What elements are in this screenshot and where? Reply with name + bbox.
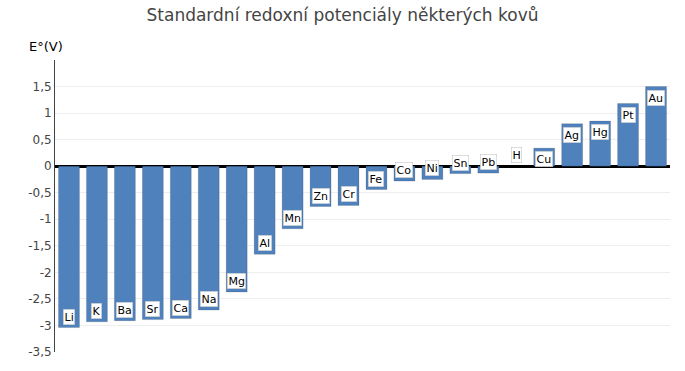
svg-text:Standardní redoxní potenciály: Standardní redoxní potenciály některých … <box>147 5 539 25</box>
svg-text:-1,5: -1,5 <box>28 239 51 253</box>
svg-text:Zn: Zn <box>314 190 329 203</box>
svg-text:Hg: Hg <box>593 126 608 139</box>
svg-text:Cr: Cr <box>343 188 356 201</box>
svg-text:1,5: 1,5 <box>33 80 52 94</box>
svg-text:Co: Co <box>397 164 412 177</box>
svg-text:Cu: Cu <box>537 153 552 166</box>
svg-text:Ni: Ni <box>427 162 438 175</box>
svg-text:Mg: Mg <box>229 275 245 288</box>
svg-text:1: 1 <box>44 106 52 120</box>
svg-text:Pb: Pb <box>482 156 496 169</box>
svg-text:0: 0 <box>44 159 52 173</box>
svg-text:Sr: Sr <box>147 303 159 316</box>
svg-text:-2,5: -2,5 <box>28 292 51 306</box>
svg-text:-0,5: -0,5 <box>28 186 51 200</box>
svg-text:Li: Li <box>65 311 74 324</box>
svg-text:H: H <box>513 149 521 162</box>
svg-text:Ba: Ba <box>118 304 132 317</box>
svg-text:Fe: Fe <box>370 173 383 186</box>
svg-text:Al: Al <box>260 237 271 250</box>
svg-text:Pt: Pt <box>623 109 635 122</box>
svg-text:-2: -2 <box>40 266 52 280</box>
svg-text:E°(V): E°(V) <box>29 39 63 54</box>
svg-text:K: K <box>93 305 101 318</box>
svg-text:Ag: Ag <box>565 129 580 142</box>
svg-text:Mn: Mn <box>285 212 301 225</box>
svg-text:0,5: 0,5 <box>33 133 52 147</box>
svg-text:Au: Au <box>649 92 664 105</box>
svg-text:-3,5: -3,5 <box>28 345 51 359</box>
svg-text:Ca: Ca <box>174 302 188 315</box>
svg-text:Na: Na <box>202 293 217 306</box>
svg-text:-1: -1 <box>40 212 52 226</box>
svg-text:-3: -3 <box>40 319 52 333</box>
svg-text:Sn: Sn <box>454 157 468 170</box>
